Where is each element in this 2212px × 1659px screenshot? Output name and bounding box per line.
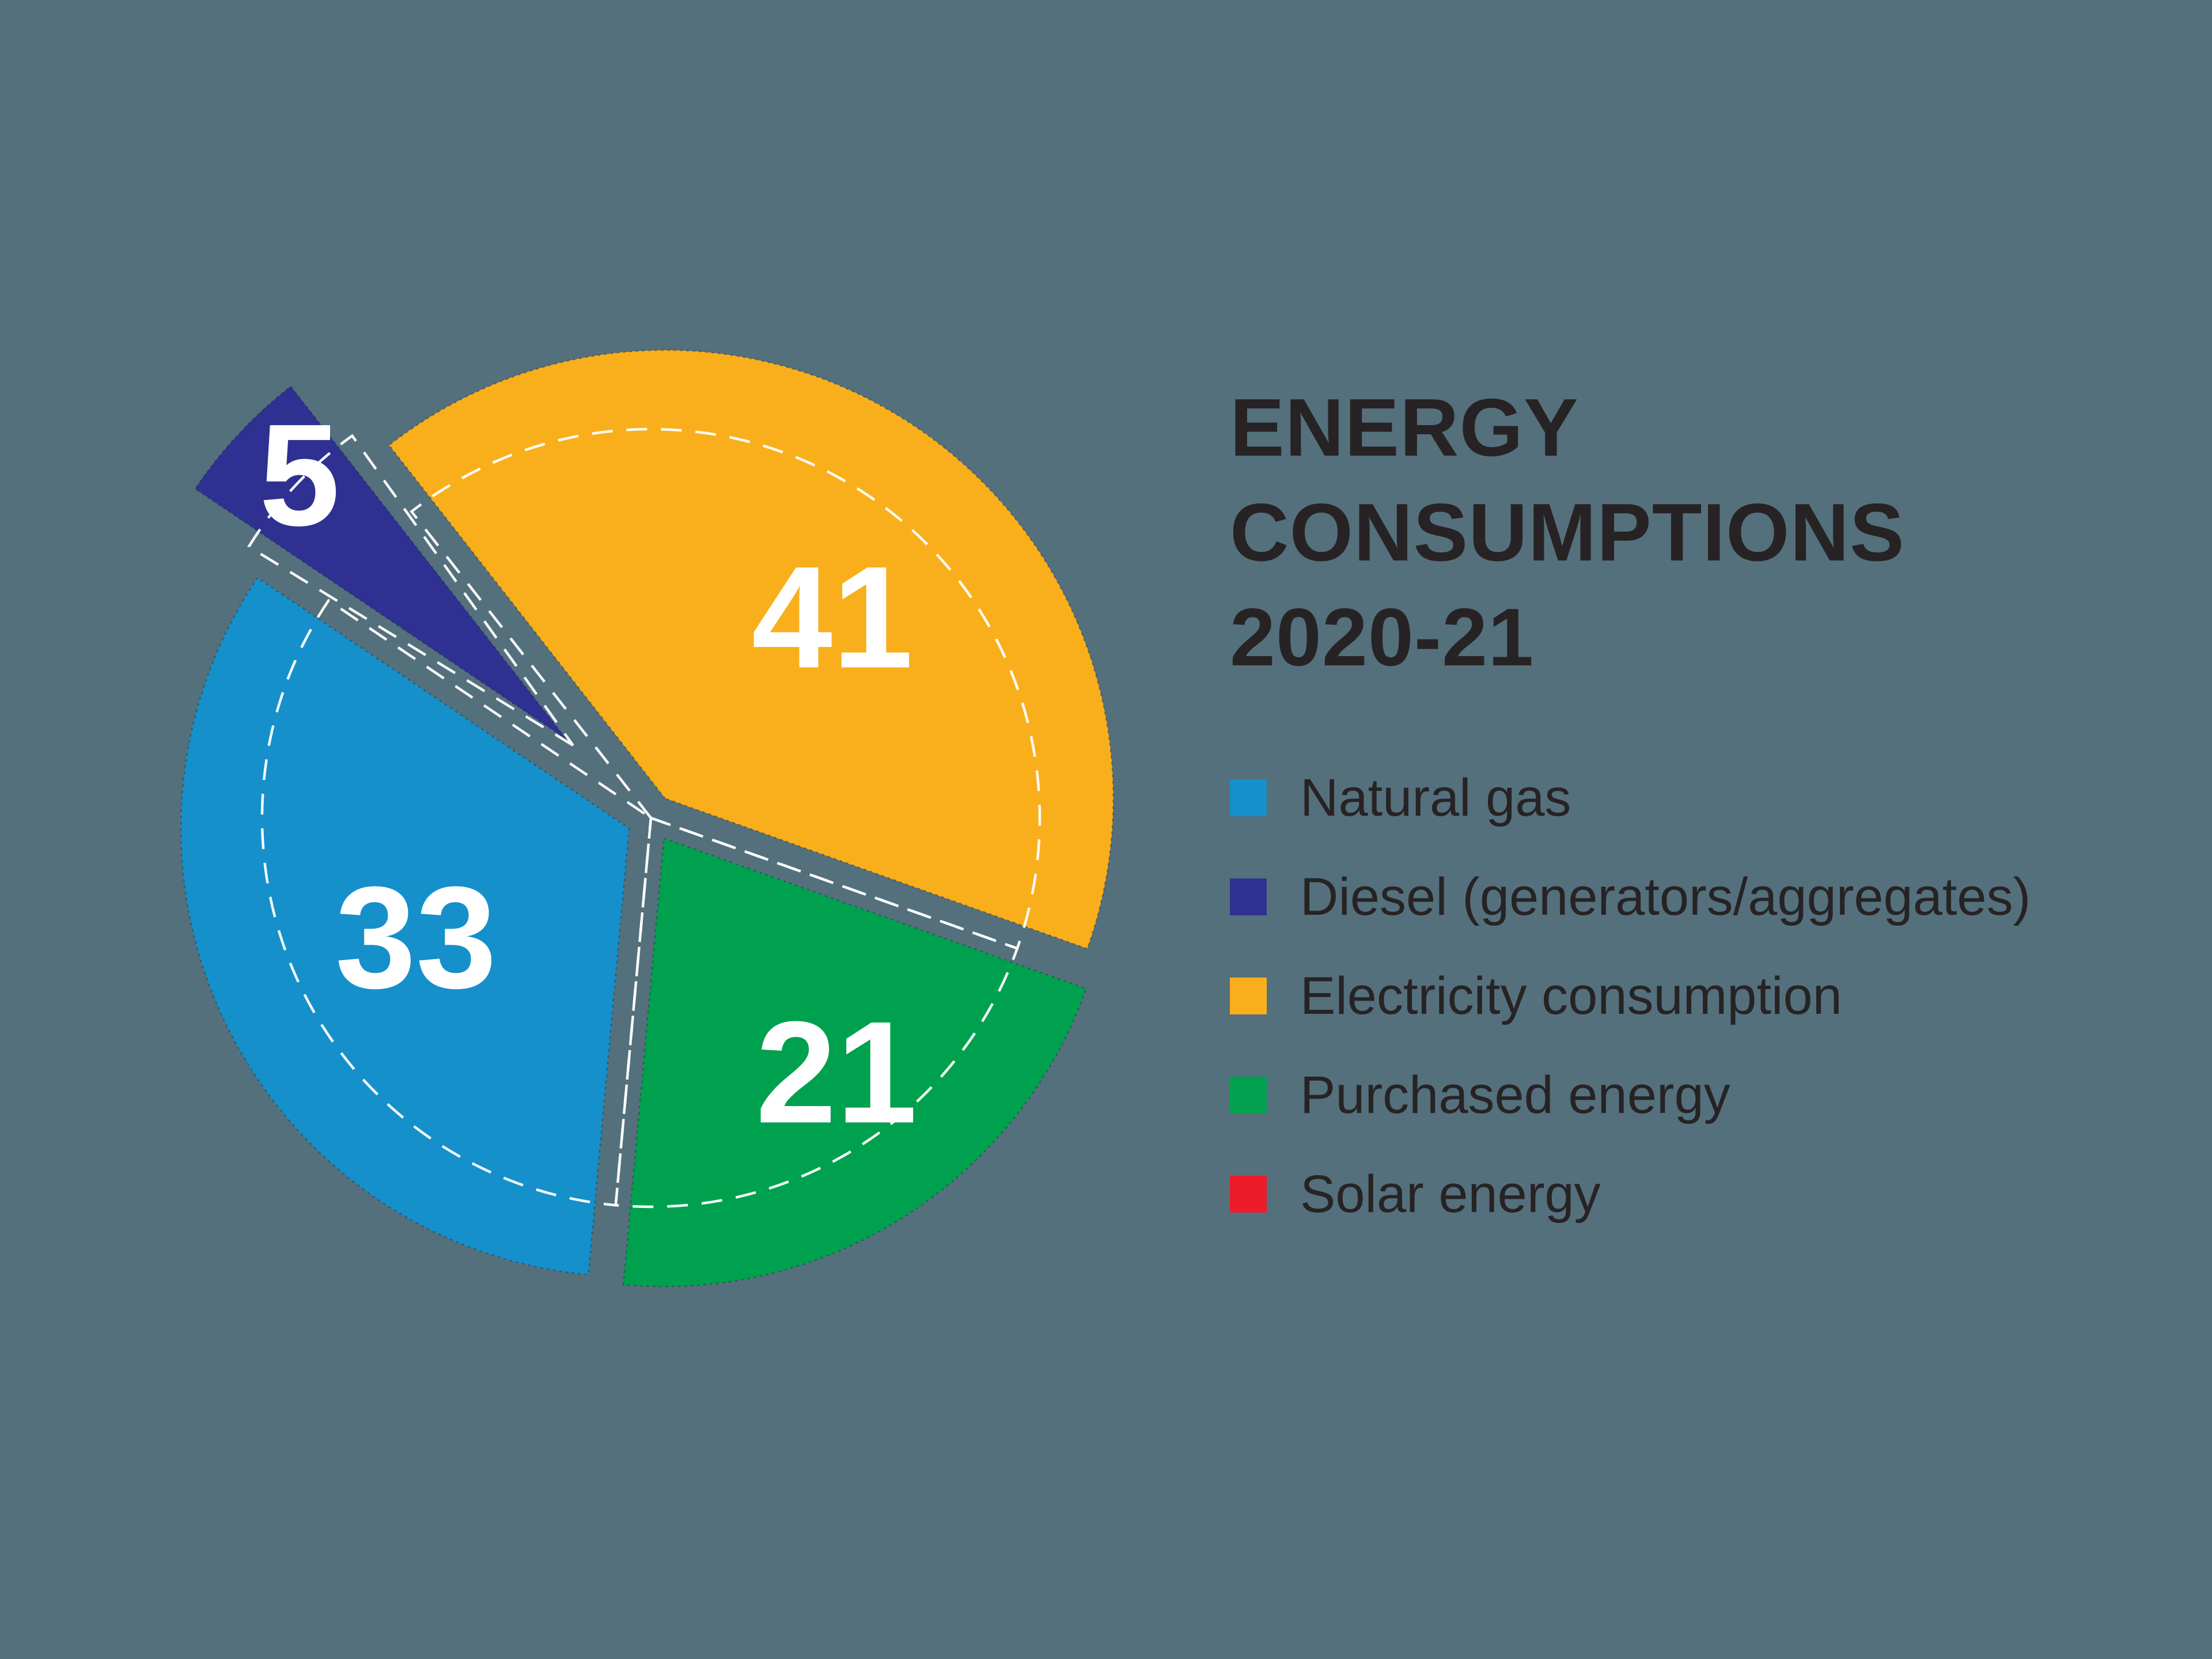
legend-label-diesel: Diesel (generators/aggregates) [1300, 868, 2031, 926]
legend-label-electricity: Electricity consumption [1300, 967, 1842, 1025]
pie-slice-purchased-energy[interactable] [622, 837, 1088, 1287]
pie-value-label: 41 [752, 537, 913, 699]
chart-title-line-1: ENERGY [1230, 382, 1579, 474]
pie-ghost-outlines [247, 427, 1041, 1209]
pie-slice-electricity-consumption[interactable] [388, 349, 1114, 950]
pie-slice-diesel-generators-aggregates[interactable] [194, 385, 567, 740]
pie-value-label: 21 [756, 992, 917, 1154]
legend-item-electricity: Electricity consumption [1230, 946, 2180, 1046]
legend-item-purchased: Purchased energy [1230, 1046, 2180, 1145]
legend-swatch-solar [1230, 1176, 1267, 1213]
legend-item-solar: Solar energy [1230, 1145, 2180, 1244]
pie-slice-natural-gas[interactable] [180, 577, 630, 1276]
pie-value-label: 5 [259, 395, 340, 556]
pie-ghost-outline [247, 434, 574, 747]
pie-value-label: 33 [335, 857, 497, 1019]
legend-swatch-diesel [1230, 878, 1267, 915]
chart-title-line-2: CONSUMPTIONS [1230, 487, 1905, 578]
chart-legend: Natural gas Diesel (generators/aggregate… [1230, 748, 2180, 1244]
legend-item-natural-gas: Natural gas [1230, 748, 2180, 847]
pie-ghost-outline [260, 599, 653, 1207]
legend-swatch-electricity [1230, 978, 1267, 1014]
pie-slices [180, 349, 1114, 1287]
chart-title-line-3: 2020-21 [1230, 592, 1535, 683]
legend-label-natural-gas: Natural gas [1300, 768, 1571, 827]
legend-swatch-purchased [1230, 1077, 1267, 1113]
pie-value-labels: 5 41 21 33 [259, 395, 917, 1154]
legend-swatch-natural-gas [1230, 779, 1267, 816]
pie-ghost-outline [614, 816, 1019, 1209]
legend-label-solar: Solar energy [1300, 1165, 1601, 1224]
legend-item-diesel: Diesel (generators/aggregates) [1230, 847, 2180, 946]
chart-title: ENERGY CONSUMPTIONS 2020-21 [1230, 376, 2180, 690]
legend-label-purchased: Purchased energy [1300, 1066, 1730, 1124]
